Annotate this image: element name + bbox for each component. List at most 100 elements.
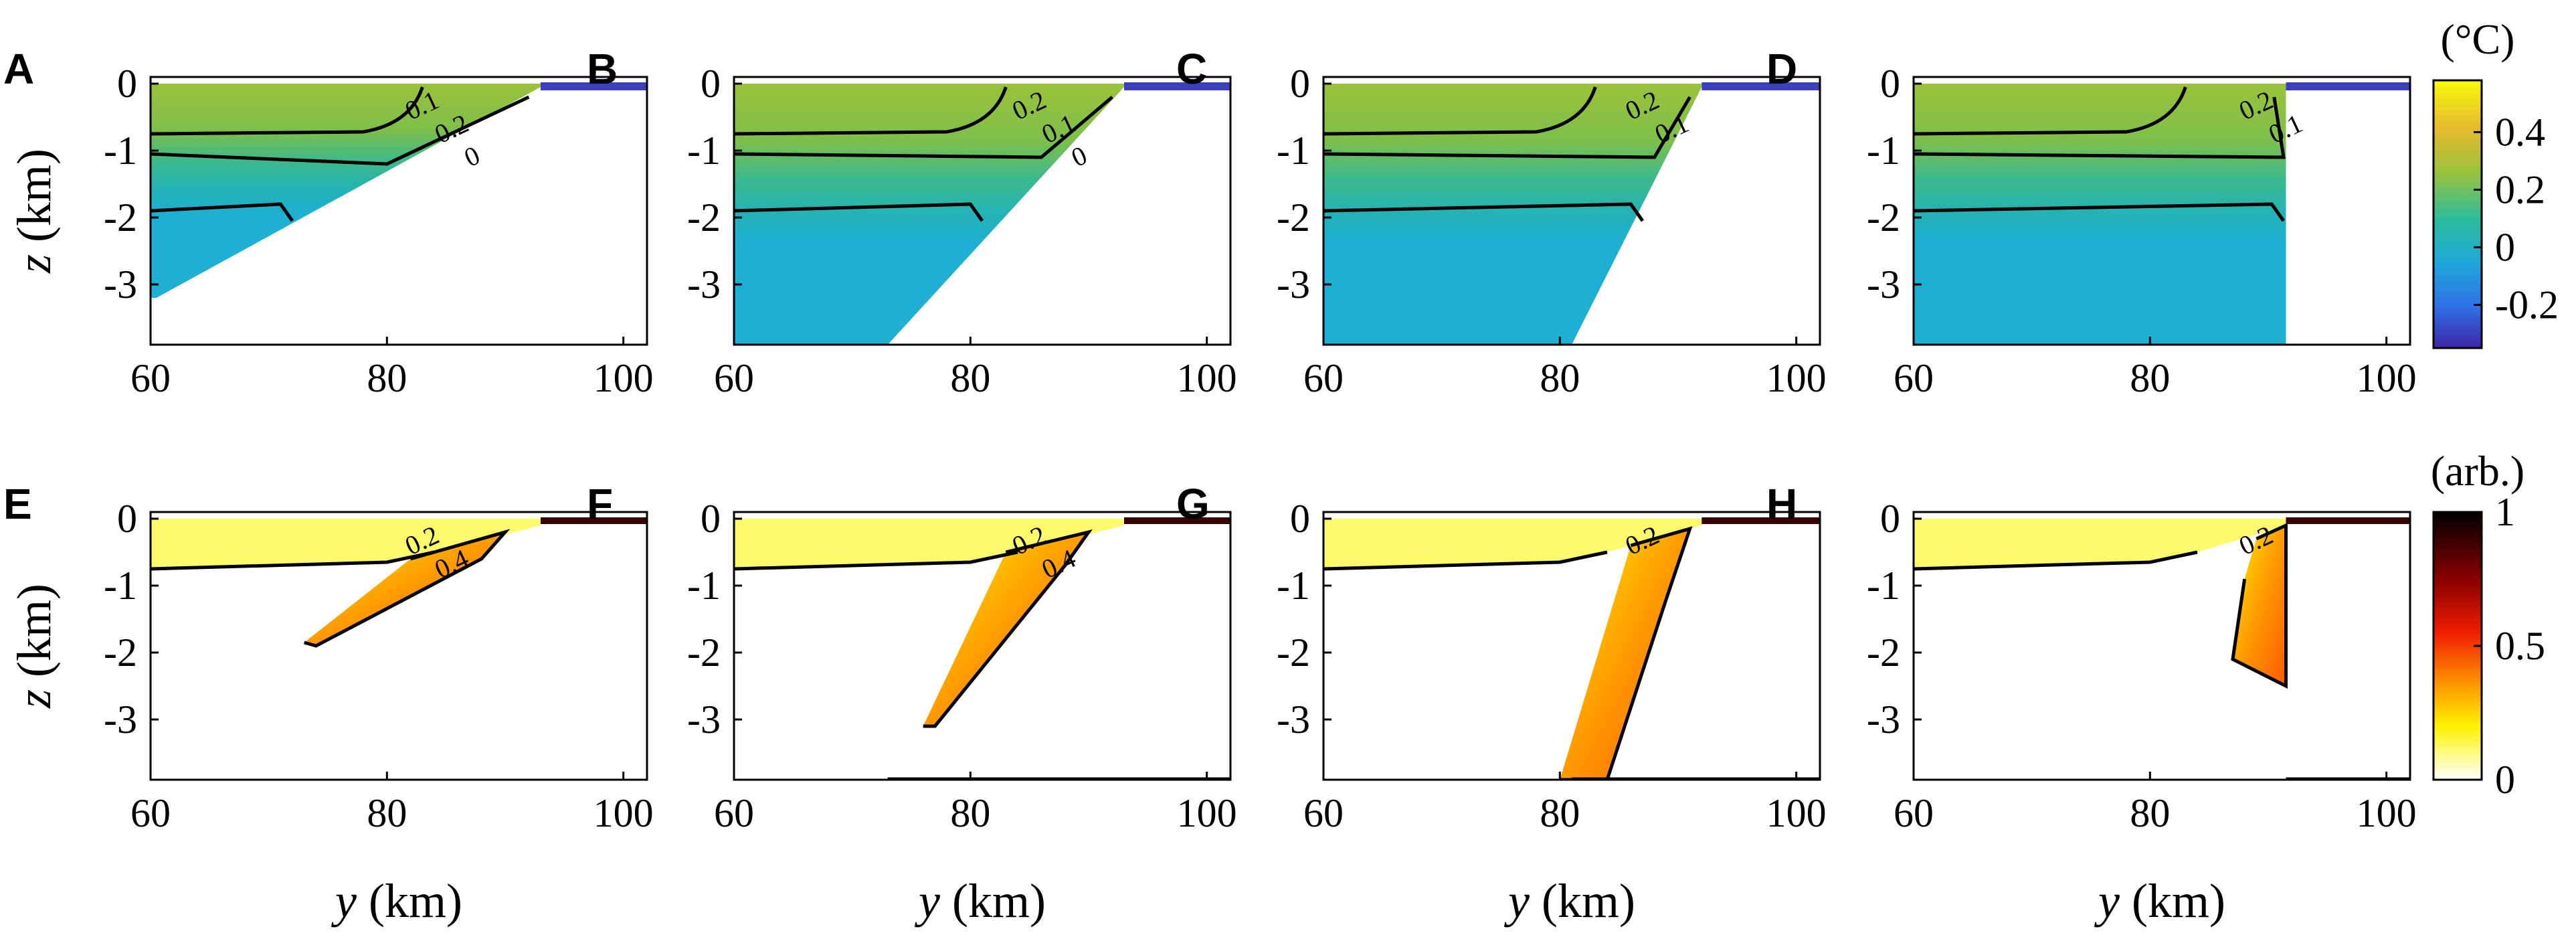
x-tick-label: 100: [593, 791, 654, 835]
colorbar-gradient: [2432, 79, 2483, 349]
axes-frame: [1322, 511, 1821, 781]
x-tick-label: 60: [714, 791, 754, 835]
contour-line: [1323, 550, 1608, 571]
x-tick-label: 80: [950, 356, 990, 400]
y-tick-label: 0: [701, 62, 721, 106]
panel-field: [151, 82, 647, 298]
y-axis-unit: (km): [7, 149, 61, 242]
axes-frame: [149, 76, 648, 346]
contour-label: 0: [460, 140, 484, 173]
colorbar-unit: (arb.): [2431, 447, 2524, 495]
contour-line: [303, 529, 511, 648]
x-axis-label: y (km): [331, 874, 462, 928]
y-tick-label: 0: [1290, 62, 1310, 106]
contour-line: [734, 86, 1008, 136]
tracer-surface-layer: [734, 519, 1124, 569]
shelf-cold-layer: [2286, 82, 2410, 90]
y-axis-label: z (km): [7, 149, 61, 274]
panel-field: [734, 82, 1230, 345]
tracer-plume: [304, 532, 505, 646]
colorbar-tick-label: 0.5: [2495, 624, 2545, 668]
x-axis-label: y (km): [2094, 874, 2225, 928]
y-tick-label: -2: [687, 195, 721, 240]
y-axis-var: z: [7, 254, 61, 274]
panel-label: A: [3, 45, 34, 93]
axes-frame: [1912, 511, 2411, 781]
x-axis-unit: (km): [2132, 874, 2225, 928]
y-axis-unit: (km): [7, 584, 61, 677]
tracer-plume: [1560, 529, 1690, 780]
colorbar-temperature: 0.4 0.2 0 -0.2 (°C): [2432, 15, 2559, 349]
colorbar-tick-label: 0: [2495, 225, 2515, 269]
y-tick-label: -2: [104, 630, 137, 675]
contour-line: [1323, 86, 1597, 136]
x-axis-var: y: [2094, 874, 2120, 928]
y-tick-label: 0: [1880, 62, 1900, 106]
contour-line: [151, 95, 530, 166]
contour-line: [734, 96, 1113, 159]
y-tick-label: -3: [1277, 697, 1310, 742]
tracer-surface-layer: [151, 519, 541, 569]
x-axis-var: y: [914, 874, 940, 928]
x-tick-label: 80: [950, 791, 990, 835]
panel-label: C: [1176, 45, 1207, 93]
y-tick-label: -3: [104, 262, 137, 307]
y-tick-label: -3: [687, 262, 721, 307]
contour-line: [2231, 523, 2288, 689]
panel-field: [734, 517, 1230, 780]
contour-line: [734, 550, 1018, 571]
axes-frame: [1912, 76, 2411, 346]
colorbar-tick-label: 1: [2495, 490, 2515, 534]
y-tick-label: -1: [1277, 129, 1310, 173]
x-tick-label: 100: [593, 356, 654, 400]
contour-line: [1914, 550, 2198, 571]
temperature-field: [734, 84, 1124, 345]
y-tick-label: -1: [1277, 564, 1310, 608]
y-tick-label: -2: [687, 630, 721, 675]
y-tick-label: 0: [701, 497, 721, 541]
temperature-field: [151, 84, 541, 298]
x-tick-label: 80: [2130, 791, 2170, 835]
x-axis-unit: (km): [1542, 874, 1635, 928]
y-axis-label: z (km): [7, 584, 61, 709]
y-tick-label: -2: [1867, 195, 1900, 240]
contour-line: [151, 86, 424, 136]
tracer-surface-layer: [1323, 519, 1702, 569]
y-tick-label: -2: [1277, 195, 1310, 240]
shelf-cold-layer: [1124, 82, 1230, 90]
contour-line: [1323, 202, 1645, 222]
panel-label: G: [1176, 480, 1210, 528]
contour-line: [1914, 202, 2286, 222]
y-tick-label: -1: [1867, 129, 1900, 173]
temperature-field: [1914, 84, 2286, 345]
x-axis-unit: (km): [952, 874, 1046, 928]
temperature-field: [1323, 84, 1702, 345]
axes-frame: [1322, 76, 1821, 346]
y-tick-label: -1: [1867, 564, 1900, 608]
axes-frame: [733, 76, 1232, 346]
x-axis-label: y (km): [914, 874, 1046, 928]
x-tick-label: 60: [1303, 791, 1344, 835]
y-tick-label: 0: [1880, 497, 1900, 541]
x-tick-label: 80: [1540, 791, 1580, 835]
panel-field: [151, 517, 647, 648]
y-axis-var: z: [7, 689, 61, 709]
colorbar-tracer: 1 0.5 0 (arb.): [2431, 447, 2545, 802]
y-tick-label: -2: [1867, 630, 1900, 675]
y-tick-label: -3: [1867, 262, 1900, 307]
shelf-tracer-layer: [1124, 517, 1230, 524]
y-tick-label: -1: [104, 129, 137, 173]
x-tick-label: 60: [130, 791, 171, 835]
colorbar-tick-label: 0.4: [2495, 110, 2545, 154]
shelf-tracer-layer: [1701, 517, 1820, 524]
panel-label: H: [1766, 480, 1797, 528]
x-tick-label: 100: [1177, 791, 1237, 835]
contour-line: [151, 202, 294, 222]
x-tick-label: 80: [367, 791, 407, 835]
panel-field: [1323, 517, 1820, 780]
